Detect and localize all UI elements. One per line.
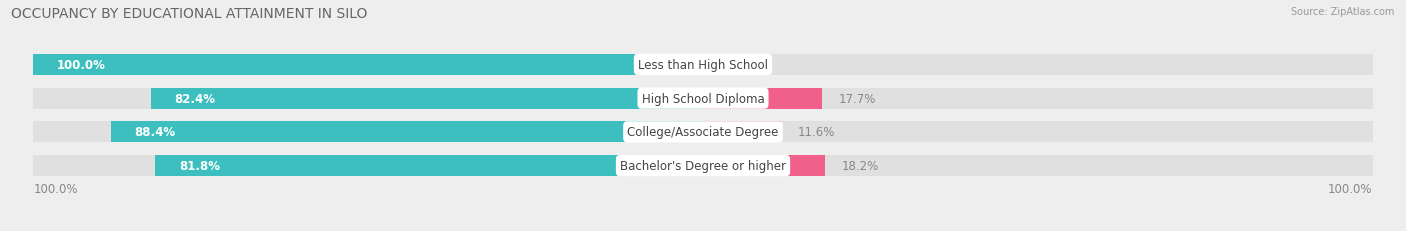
Text: 100.0%: 100.0% [34,183,77,196]
Bar [703,155,825,176]
Text: Source: ZipAtlas.com: Source: ZipAtlas.com [1291,7,1395,17]
Text: 100.0%: 100.0% [56,59,105,72]
Text: Bachelor's Degree or higher: Bachelor's Degree or higher [620,159,786,172]
Bar [703,55,1372,76]
Bar [34,55,703,76]
Text: 82.4%: 82.4% [174,92,215,105]
Bar [703,88,1372,109]
Text: Less than High School: Less than High School [638,59,768,72]
Text: College/Associate Degree: College/Associate Degree [627,126,779,139]
Text: 11.6%: 11.6% [797,126,835,139]
Text: 18.2%: 18.2% [842,159,879,172]
Bar [34,88,703,109]
Bar [703,88,821,109]
Bar [34,155,703,176]
Bar [703,55,720,76]
Text: OCCUPANCY BY EDUCATIONAL ATTAINMENT IN SILO: OCCUPANCY BY EDUCATIONAL ATTAINMENT IN S… [11,7,367,21]
Bar [152,88,703,109]
Text: 100.0%: 100.0% [1329,183,1372,196]
Bar [111,122,703,143]
Text: 81.8%: 81.8% [179,159,219,172]
Bar [155,155,703,176]
Bar [703,155,1372,176]
Bar [703,122,1372,143]
Bar [703,122,780,143]
Bar [34,122,703,143]
Text: 88.4%: 88.4% [135,126,176,139]
Text: High School Diploma: High School Diploma [641,92,765,105]
Text: 17.7%: 17.7% [838,92,876,105]
Text: 0.0%: 0.0% [737,59,766,72]
Bar [34,55,703,76]
